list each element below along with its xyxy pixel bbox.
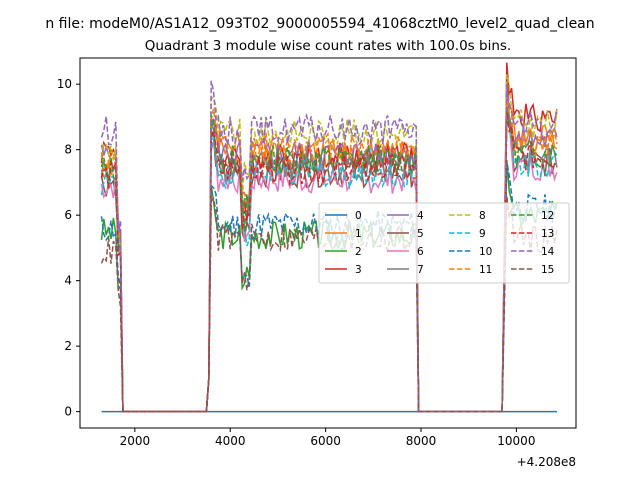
legend-label-10: 10 [479,246,492,258]
legend-label-3: 3 [355,264,362,276]
legend-label-11: 11 [479,264,492,276]
y-tick-label: 0 [64,405,72,419]
x-axis: 2000 4000 6000 8000 10000 [120,428,535,448]
chart-suptitle: n file: modeM0/AS1A12_093T02_9000005594_… [45,16,594,32]
y-tick-label: 8 [64,143,72,157]
legend-label-1: 1 [355,228,362,240]
legend-label-12: 12 [541,210,554,222]
legend-label-14: 14 [541,246,555,258]
x-tick-label: 6000 [310,434,341,448]
y-tick-label: 6 [64,208,72,222]
y-tick-label: 2 [64,339,72,353]
y-tick-label: 4 [64,274,72,288]
legend-label-4: 4 [417,210,424,222]
x-tick-label: 4000 [215,434,246,448]
legend-label-15: 15 [541,264,554,276]
y-axis: 0 2 4 6 8 10 [57,77,80,419]
chart-title: Quadrant 3 module wise count rates with … [145,38,511,54]
x-tick-label: 8000 [406,434,437,448]
y-tick-label: 10 [57,77,72,91]
x-axis-offset-label: +4.208e8 [517,455,576,469]
legend-label-8: 8 [479,210,486,222]
legend-frame [318,202,570,284]
legend-label-9: 9 [479,228,486,240]
legend-label-5: 5 [417,228,424,240]
plot-frame [79,57,577,429]
legend-label-6: 6 [417,246,424,258]
legend-label-0: 0 [355,210,362,222]
legend-label-2: 2 [355,246,362,258]
legend-label-7: 7 [417,264,424,276]
legend-label-13: 13 [541,228,554,240]
x-tick-label: 2000 [120,434,151,448]
x-tick-label: 10000 [497,434,535,448]
